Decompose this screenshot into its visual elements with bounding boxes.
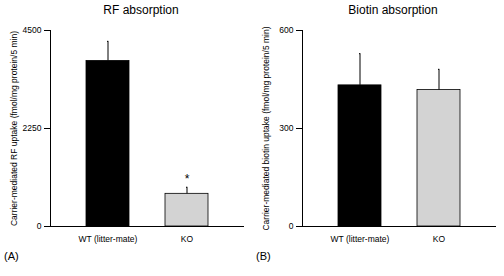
svg-text:WT (litter-mate): WT (litter-mate) — [331, 234, 390, 244]
svg-text:WT (litter-mate): WT (litter-mate) — [79, 234, 138, 244]
svg-text:2250: 2250 — [23, 123, 42, 133]
svg-text:300: 300 — [279, 123, 293, 133]
svg-text:0: 0 — [37, 221, 42, 231]
svg-text:KO: KO — [433, 234, 446, 244]
svg-text:Carrier-mediated RF uptake (fm: Carrier-mediated RF uptake (fmol/mg prot… — [9, 31, 19, 226]
html-text:RF absorption: RF absorption — [103, 3, 179, 17]
html-text:Biotin absorption: Biotin absorption — [348, 3, 438, 17]
svg-text:*: * — [185, 172, 190, 186]
html-text:(B): (B) — [256, 250, 271, 262]
svg-text:600: 600 — [279, 25, 293, 35]
html-text:(A): (A) — [4, 250, 19, 262]
svg-text:4500: 4500 — [23, 25, 42, 35]
svg-text:0: 0 — [289, 221, 294, 231]
svg-text:Carrier-mediated biotin uptake: Carrier-mediated biotin uptake (fmol/mg … — [261, 26, 271, 230]
svg-text:KO: KO — [181, 234, 194, 244]
